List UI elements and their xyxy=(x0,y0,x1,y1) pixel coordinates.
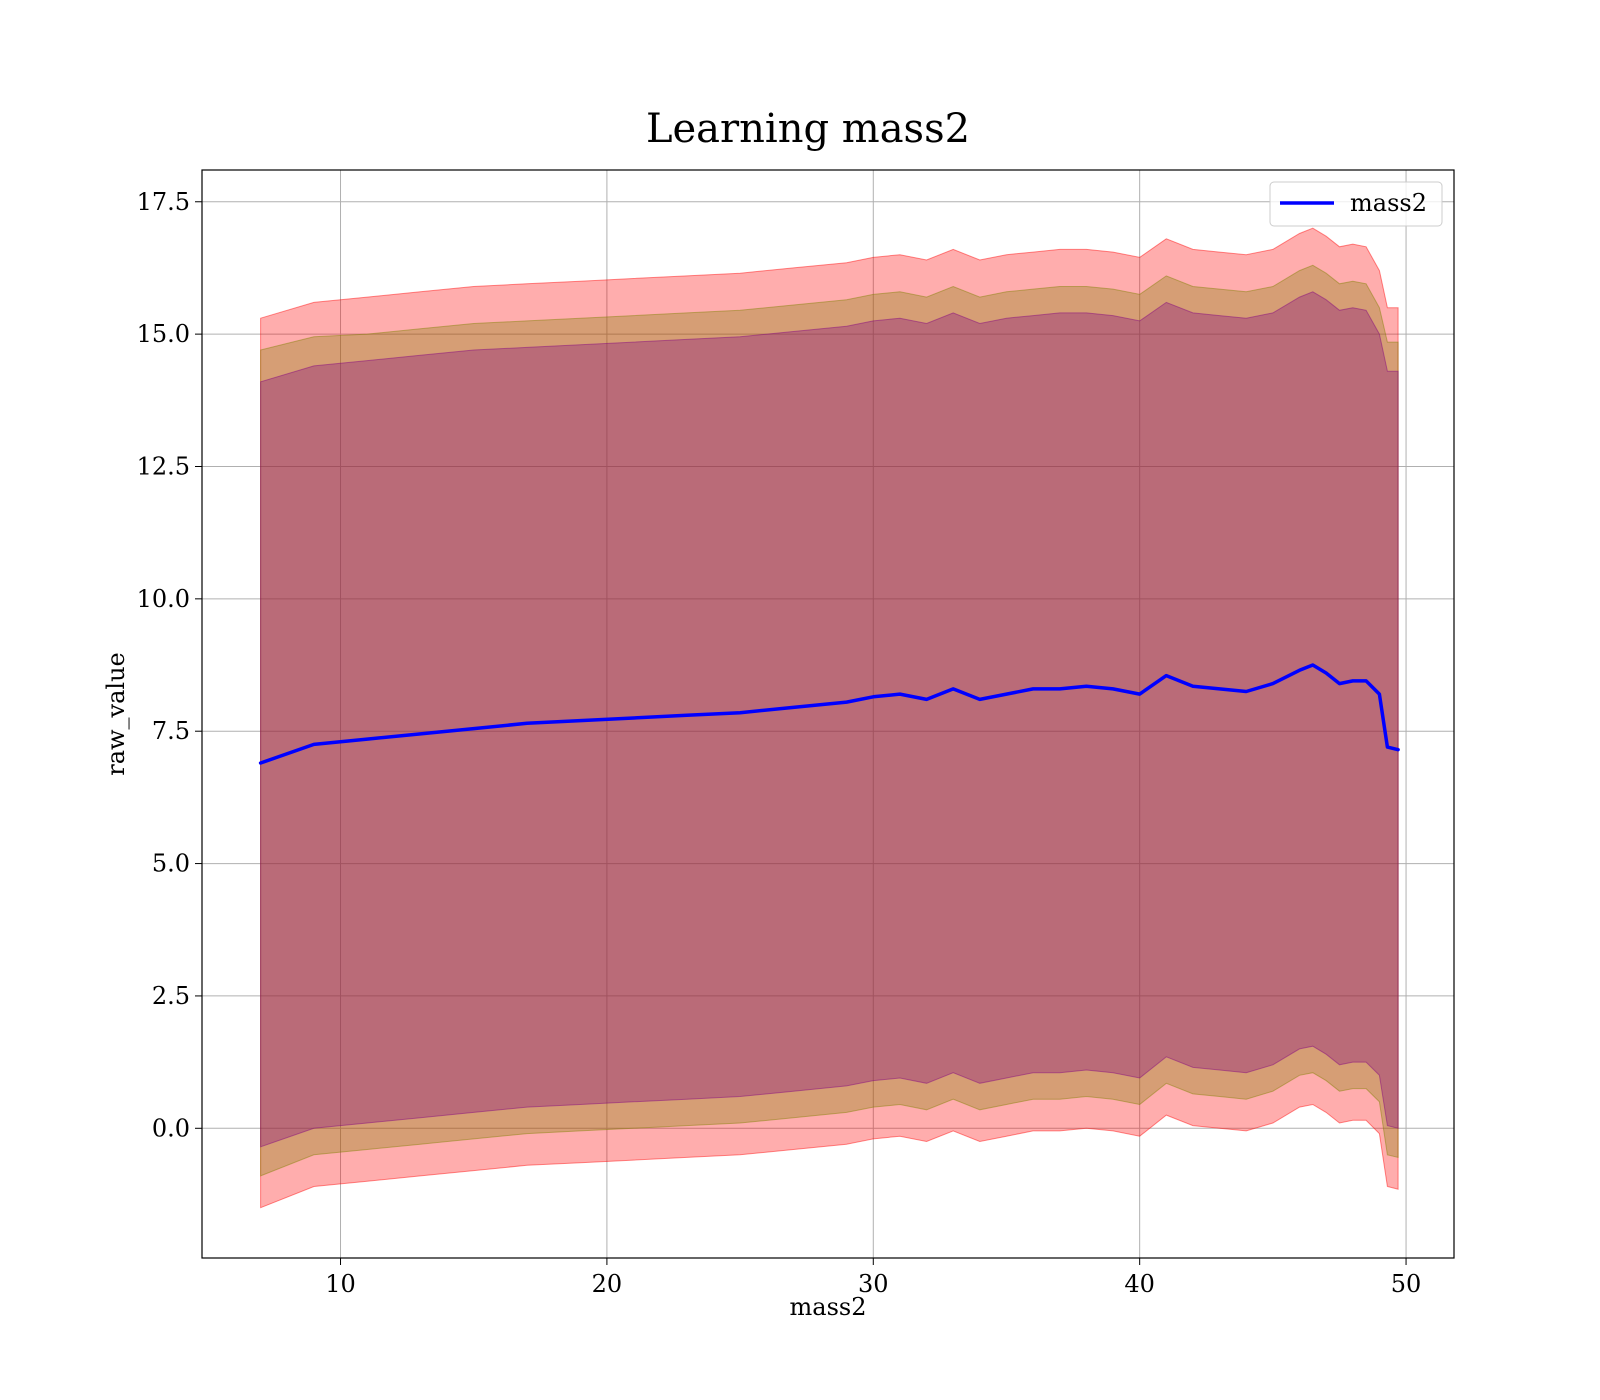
x-tick-label: 50 xyxy=(1391,1270,1422,1298)
confidence-bands xyxy=(260,227,1399,1209)
y-tick-label: 7.5 xyxy=(152,717,190,745)
x-tick-label: 20 xyxy=(592,1270,623,1298)
y-tick-label: 12.5 xyxy=(137,452,190,480)
x-axis-label: mass2 xyxy=(790,1293,867,1321)
y-axis-label: raw_value xyxy=(102,652,130,776)
grid xyxy=(202,170,1454,1258)
y-tick-label: 5.0 xyxy=(152,850,190,878)
confidence-band xyxy=(260,291,1399,1148)
y-tick-label: 15.0 xyxy=(137,320,190,348)
y-tick-label: 17.5 xyxy=(137,188,190,216)
y-tick-label: 2.5 xyxy=(152,982,190,1010)
axis-ticks: 10 20 30 40 50 0.0 2.5 5.0 7.5 10.0 12.5 15.0 17.5 xyxy=(137,188,1422,1298)
confidence-band xyxy=(260,264,1399,1177)
series-lines xyxy=(258,663,1400,765)
y-tick-label: 0.0 xyxy=(152,1114,190,1142)
plot-area-frame xyxy=(201,169,1455,1259)
legend: mass2 xyxy=(1269,181,1443,227)
confidence-band xyxy=(260,227,1399,1209)
chart-title: Learning mass2 xyxy=(646,106,970,152)
x-tick-label: 40 xyxy=(1124,1270,1155,1298)
legend-label-mass2: mass2 xyxy=(1350,189,1427,217)
legend-box xyxy=(1269,181,1443,227)
x-tick-label: 10 xyxy=(325,1270,356,1298)
x-tick-label: 30 xyxy=(858,1270,889,1298)
series-line-mass2 xyxy=(258,663,1400,765)
y-tick-label: 10.0 xyxy=(137,585,190,613)
